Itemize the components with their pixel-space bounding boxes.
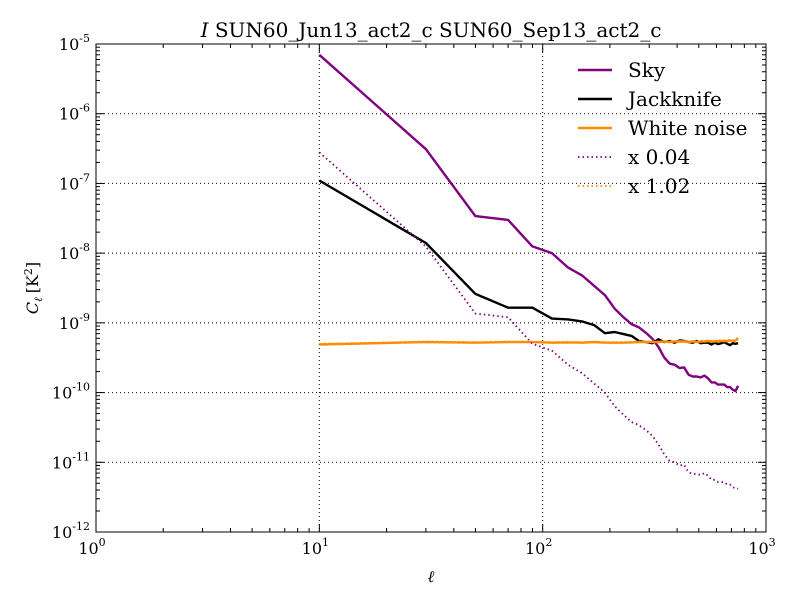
y-tick-label: 10-12 xyxy=(52,520,90,542)
x-tick-label: 103 xyxy=(748,536,775,558)
plot-area xyxy=(96,44,766,532)
y-tick-exponent: -7 xyxy=(79,171,90,184)
y-tick-label: 10-6 xyxy=(59,102,90,124)
plot-frame xyxy=(95,43,767,533)
series-line-x-1-02 xyxy=(319,337,739,345)
y-tick-exponent: -6 xyxy=(79,102,90,115)
series-lines xyxy=(318,53,740,490)
y-tick-label: 10-9 xyxy=(59,311,90,333)
y-tick-base: 10 xyxy=(52,453,72,472)
legend-label-white-noise: White noise xyxy=(628,116,747,140)
y-tick-base: 10 xyxy=(59,314,79,333)
y-tick-label: 10-8 xyxy=(59,241,90,263)
x-tick-base: 10 xyxy=(748,539,768,558)
y-tick-label: 10-10 xyxy=(52,381,90,403)
x-tick-exponent: 1 xyxy=(322,536,329,549)
y-label-symbol: C xyxy=(23,302,42,314)
y-tick-exponent: -8 xyxy=(79,241,90,254)
y-tick-base: 10 xyxy=(59,244,79,263)
y-tick-label: 10-5 xyxy=(59,32,90,54)
y-tick-label: 10-11 xyxy=(52,450,90,472)
x-tick-label: 101 xyxy=(302,536,329,558)
y-tick-exponent: -9 xyxy=(79,311,90,324)
legend-label-jackknife: Jackknife xyxy=(626,87,722,111)
legend-label-x-0-04: x 0.04 xyxy=(628,145,690,169)
legend-label-x-1-02: x 1.02 xyxy=(628,174,690,198)
series-line-sky xyxy=(318,53,740,393)
y-label-subscript: ℓ xyxy=(32,297,45,302)
x-tick-exponent: 2 xyxy=(545,536,552,549)
x-tick-base: 10 xyxy=(525,539,545,558)
y-tick-exponent: -5 xyxy=(79,32,90,45)
y-label-unit: [K xyxy=(23,274,42,293)
y-tick-exponent: -11 xyxy=(72,450,90,463)
y-label-unit-close: ] xyxy=(23,262,42,268)
y-label-unit-exp: 2 xyxy=(22,268,35,275)
x-tick-base: 10 xyxy=(302,539,322,558)
title-text: SUN60_Jun13_act2_c SUN60_Sep13_act2_c xyxy=(208,18,661,42)
legend: Sky Jackknife White noise x 0.04 x 1.02 xyxy=(578,58,747,198)
title-italic-symbol: I xyxy=(200,18,210,42)
ticks xyxy=(95,43,767,533)
x-tick-label: 102 xyxy=(525,536,552,558)
x-tick-exponent: 3 xyxy=(769,536,776,549)
y-tick-base: 10 xyxy=(52,384,72,403)
y-tick-base: 10 xyxy=(59,105,79,124)
x-tick-label: 100 xyxy=(78,536,105,558)
y-tick-base: 10 xyxy=(52,523,72,542)
y-tick-label: 10-7 xyxy=(59,171,90,193)
y-tick-exponent: -10 xyxy=(72,381,90,394)
x-tick-exponent: 0 xyxy=(99,536,106,549)
y-tick-base: 10 xyxy=(59,35,79,54)
y-tick-base: 10 xyxy=(59,174,79,193)
x-axis-label: ℓ xyxy=(428,567,435,586)
chart-title: I SUN60_Jun13_act2_c SUN60_Sep13_act2_c xyxy=(200,18,662,42)
y-axis-label: Cℓ [K2] xyxy=(22,262,45,314)
y-tick-exponent: -12 xyxy=(72,520,90,533)
legend-label-sky: Sky xyxy=(628,58,666,82)
x-tick-base: 10 xyxy=(78,539,98,558)
